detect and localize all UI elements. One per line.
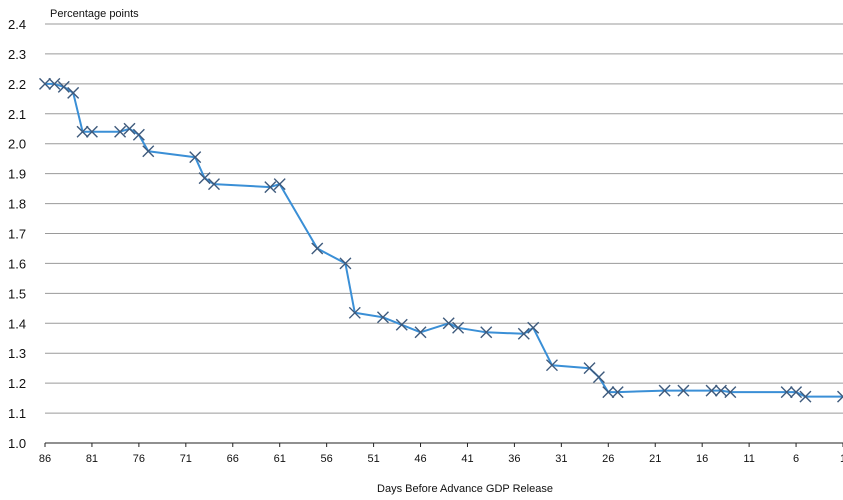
x-tick-label: 86: [39, 453, 51, 465]
data-point-marker: [132, 128, 145, 141]
y-tick-label: 1.8: [8, 197, 26, 212]
data-point-marker: [677, 384, 690, 397]
x-tick-label: 21: [649, 453, 661, 465]
data-point-marker: [480, 326, 493, 339]
x-tick-label: 31: [555, 453, 567, 465]
y-tick-label: 2.4: [8, 17, 26, 32]
data-point-marker: [48, 77, 61, 90]
x-tick-label: 66: [227, 453, 239, 465]
x-tick-label: 36: [508, 453, 520, 465]
y-tick-label: 1.1: [8, 406, 26, 421]
y-tick-label: 1.0: [8, 436, 26, 451]
data-point-marker: [207, 178, 220, 191]
data-point-marker: [67, 86, 80, 99]
x-tick-label: 46: [414, 453, 426, 465]
data-point-marker: [264, 181, 277, 194]
data-point-marker: [658, 384, 671, 397]
data-point-marker: [452, 321, 465, 334]
x-axis-ticks: 8681767166615651464136312621161161: [39, 443, 843, 465]
data-point-marker: [85, 125, 98, 138]
y-tick-label: 2.2: [8, 77, 26, 92]
data-point-marker: [76, 125, 89, 138]
data-point-marker: [395, 318, 408, 331]
data-point-marker: [57, 80, 70, 93]
x-tick-label: 1: [840, 453, 843, 465]
y-tick-label: 2.1: [8, 107, 26, 122]
y-tick-label: 1.7: [8, 227, 26, 242]
data-point-marker: [123, 122, 136, 135]
data-point-marker: [517, 327, 530, 340]
data-point-marker: [527, 321, 540, 334]
data-point-marker: [339, 257, 352, 270]
data-point-marker: [114, 125, 127, 138]
x-axis-title: Days Before Advance GDP Release: [377, 483, 553, 495]
x-tick-label: 56: [321, 453, 333, 465]
data-point-marker: [545, 359, 558, 372]
data-point-marker: [273, 178, 286, 191]
data-point-marker: [442, 317, 455, 330]
data-point-marker: [583, 362, 596, 375]
gridlines: [45, 23, 843, 414]
y-axis-title: Percentage points: [50, 8, 139, 20]
y-tick-label: 1.6: [8, 256, 26, 271]
data-point-marker: [348, 306, 361, 319]
x-tick-label: 51: [367, 453, 379, 465]
x-tick-label: 6: [793, 453, 799, 465]
y-tick-label: 1.2: [8, 376, 26, 391]
data-point-marker: [837, 390, 843, 403]
y-tick-label: 1.3: [8, 346, 26, 361]
x-tick-label: 81: [86, 453, 98, 465]
data-point-marker: [602, 386, 615, 399]
y-tick-label: 1.9: [8, 167, 26, 182]
x-tick-label: 41: [461, 453, 473, 465]
data-point-marker: [799, 390, 812, 403]
data-point-marker: [611, 386, 624, 399]
y-tick-label: 1.5: [8, 286, 26, 301]
y-tick-label: 2.3: [8, 47, 26, 62]
data-point-marker: [414, 326, 427, 339]
data-point-marker: [724, 386, 737, 399]
data-point-marker: [376, 311, 389, 324]
x-tick-label: 61: [274, 453, 286, 465]
y-tick-label: 1.4: [8, 316, 26, 331]
data-point-marker: [790, 386, 803, 399]
data-point-marker: [705, 384, 718, 397]
x-tick-label: 16: [696, 453, 708, 465]
x-tick-label: 26: [602, 453, 614, 465]
data-point-marker: [142, 145, 155, 158]
data-point-marker: [189, 151, 202, 164]
y-tick-label: 2.0: [8, 137, 26, 152]
series-group: [39, 77, 843, 403]
data-point-marker: [780, 386, 793, 399]
y-axis-ticks: 1.0 1.1 1.2 1.3 1.4 1.5 1.6 1.7 1.8 1.9 2.0 2.1 2.2 2…: [8, 17, 26, 451]
x-tick-label: 11: [743, 453, 754, 465]
data-point-marker: [592, 371, 605, 384]
series-line: [45, 82, 843, 398]
data-point-marker: [311, 242, 324, 255]
data-point-marker: [198, 172, 211, 185]
x-tick-label: 76: [133, 453, 145, 465]
data-point-marker: [39, 77, 51, 90]
x-tick-label: 71: [180, 453, 192, 465]
